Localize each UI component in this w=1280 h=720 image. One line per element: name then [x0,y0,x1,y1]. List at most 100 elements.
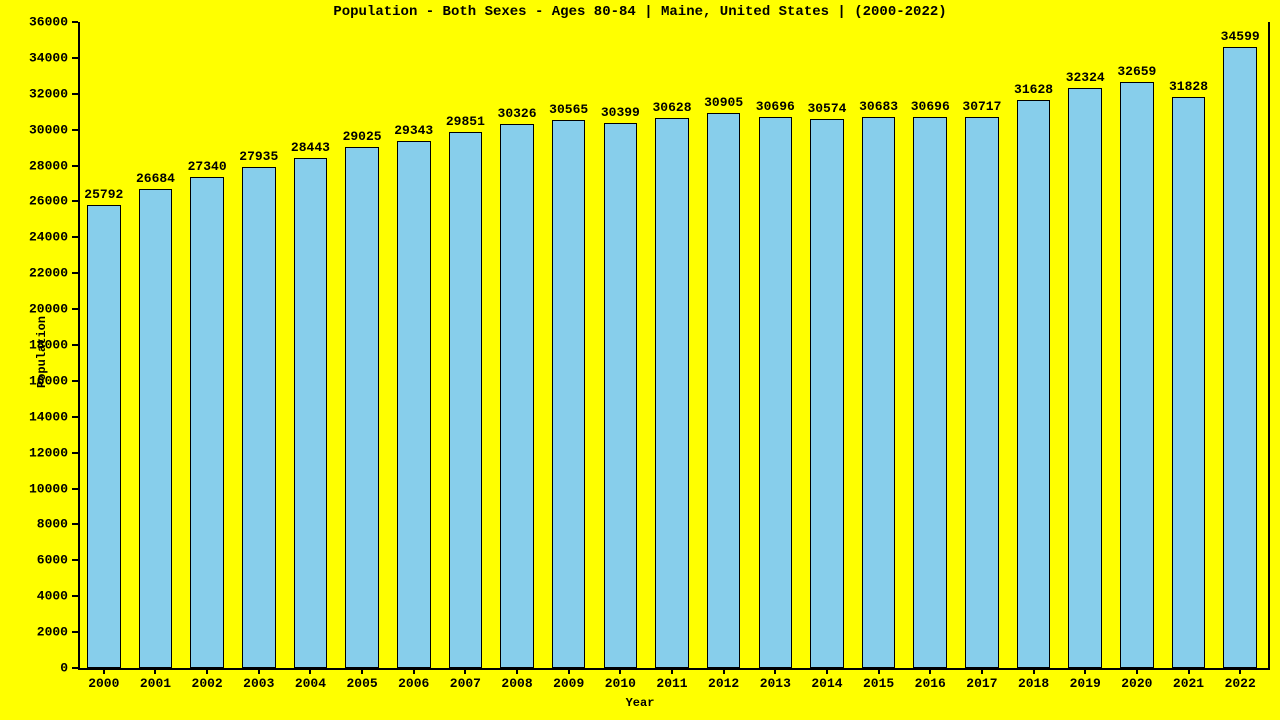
y-tick-label: 34000 [0,50,68,65]
bar [552,120,586,668]
x-tick [1084,668,1086,674]
y-tick [72,272,78,274]
bar-value-label: 34599 [1221,29,1260,44]
y-tick [72,200,78,202]
bar [294,158,328,668]
bar [913,117,947,668]
x-tick [981,668,983,674]
y-tick [72,559,78,561]
bar [810,119,844,668]
chart-container: Population - Both Sexes - Ages 80-84 | M… [0,0,1280,720]
bar-value-label: 30696 [756,99,795,114]
bar-value-label: 32324 [1066,70,1105,85]
x-tick [878,668,880,674]
x-tick [1188,668,1190,674]
x-tick [258,668,260,674]
bar-value-label: 30399 [601,105,640,120]
bar-value-label: 27935 [239,149,278,164]
x-tick-label: 2001 [140,676,171,691]
y-tick [72,631,78,633]
y-tick [72,452,78,454]
bar-value-label: 27340 [188,159,227,174]
bar [965,117,999,668]
x-tick [774,668,776,674]
x-tick-label: 2011 [656,676,687,691]
bar [87,205,121,668]
bar-value-label: 32659 [1117,64,1156,79]
y-tick-label: 16000 [0,373,68,388]
bar [500,124,534,668]
y-tick [72,57,78,59]
bar [190,177,224,668]
x-tick-label: 2015 [863,676,894,691]
bar-value-label: 29025 [343,129,382,144]
y-tick-label: 22000 [0,266,68,281]
x-axis-label: Year [0,696,1280,710]
bar [242,167,276,668]
y-tick [72,488,78,490]
x-tick [413,668,415,674]
y-tick [72,416,78,418]
bar [707,113,741,668]
x-tick-label: 2003 [243,676,274,691]
x-tick-label: 2013 [760,676,791,691]
y-tick-label: 4000 [0,589,68,604]
y-tick-label: 32000 [0,86,68,101]
x-tick [1033,668,1035,674]
bar-value-label: 30696 [911,99,950,114]
y-tick [72,523,78,525]
y-tick-label: 28000 [0,158,68,173]
x-tick-label: 2009 [553,676,584,691]
bar [345,147,379,668]
bar [1017,100,1051,668]
x-tick-label: 2010 [605,676,636,691]
y-tick [72,93,78,95]
x-tick [361,668,363,674]
chart-title: Population - Both Sexes - Ages 80-84 | M… [0,4,1280,20]
y-tick [72,129,78,131]
bar [1120,82,1154,668]
y-tick [72,21,78,23]
x-tick [1136,668,1138,674]
x-tick-label: 2012 [708,676,739,691]
y-tick-label: 10000 [0,481,68,496]
y-tick-label: 6000 [0,553,68,568]
y-tick-label: 36000 [0,15,68,30]
bar [1068,88,1102,668]
bar-value-label: 30683 [859,99,898,114]
x-tick [103,668,105,674]
x-tick-label: 2017 [966,676,997,691]
x-tick-label: 2006 [398,676,429,691]
y-tick-label: 20000 [0,302,68,317]
y-tick-label: 30000 [0,122,68,137]
bar-value-label: 30565 [549,102,588,117]
y-tick-label: 8000 [0,517,68,532]
bar [139,189,173,668]
y-tick-label: 12000 [0,445,68,460]
y-tick [72,380,78,382]
bar-value-label: 31828 [1169,79,1208,94]
x-tick [309,668,311,674]
bar-value-label: 26684 [136,171,175,186]
bar [449,132,483,668]
y-tick [72,595,78,597]
x-tick-label: 2008 [501,676,532,691]
bar [862,117,896,668]
bar-value-label: 29343 [394,123,433,138]
x-tick [619,668,621,674]
x-tick-label: 2020 [1121,676,1152,691]
x-tick-label: 2021 [1173,676,1204,691]
y-tick [72,236,78,238]
bar-value-label: 30574 [807,101,846,116]
x-tick [1239,668,1241,674]
x-tick [929,668,931,674]
x-tick-label: 2000 [88,676,119,691]
bar [1172,97,1206,668]
bar-value-label: 28443 [291,140,330,155]
x-tick [206,668,208,674]
bar [655,118,689,668]
bar-value-label: 30717 [962,99,1001,114]
x-tick-label: 2022 [1225,676,1256,691]
x-tick-label: 2005 [346,676,377,691]
x-tick [568,668,570,674]
